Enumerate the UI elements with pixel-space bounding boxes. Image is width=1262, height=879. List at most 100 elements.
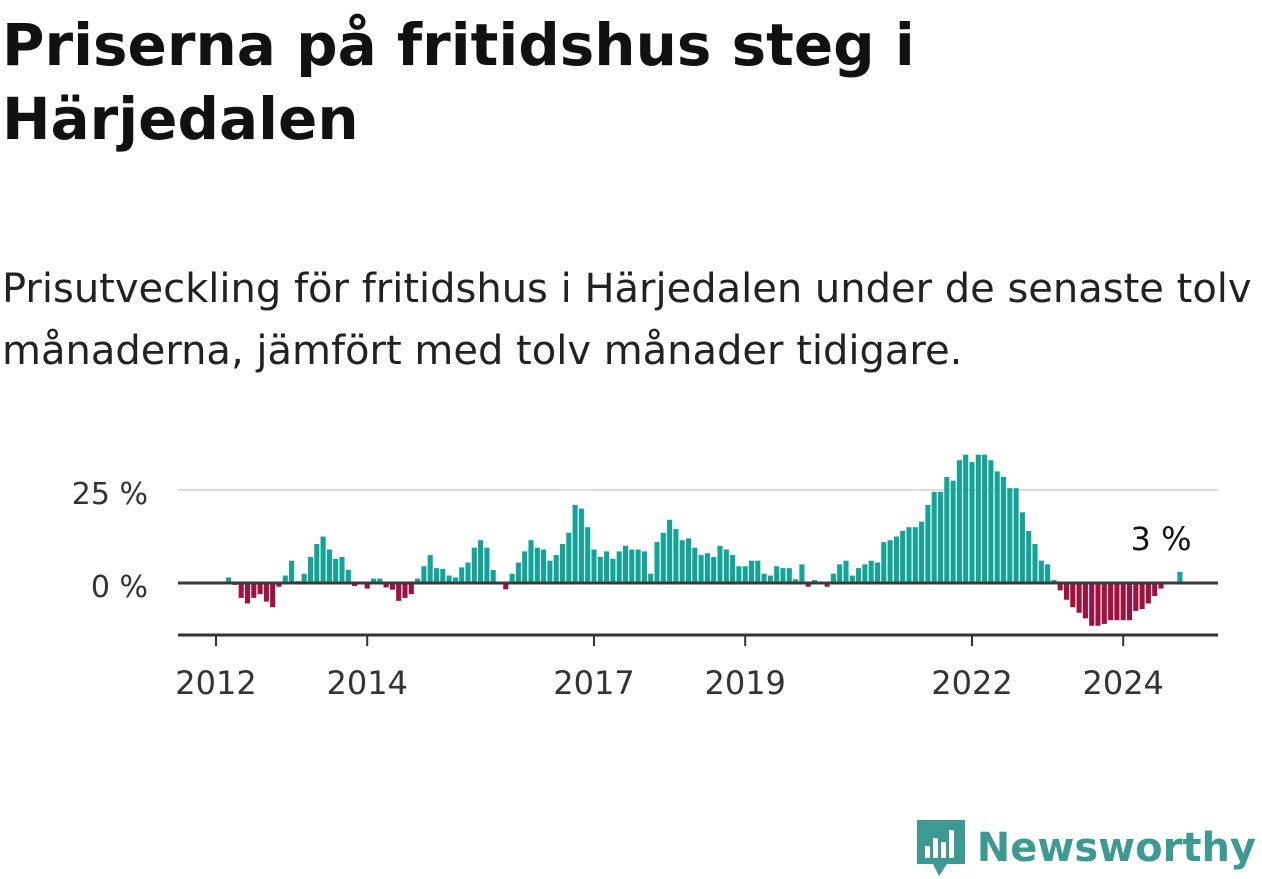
bar (515, 562, 521, 583)
bar (673, 529, 679, 583)
bar (270, 583, 276, 608)
bar (578, 508, 584, 583)
x-tick-label-2017: 2017 (553, 664, 634, 702)
bar (742, 566, 748, 583)
bar (660, 532, 666, 583)
bar (610, 558, 616, 583)
bar (490, 569, 496, 583)
bar (389, 583, 395, 590)
chart-subtitle: Prisutveckling för fritidshus i Härjedal… (2, 266, 1252, 374)
bar (396, 583, 402, 601)
bar (522, 551, 528, 583)
x-tick-label-2012: 2012 (175, 664, 256, 702)
bar (1177, 571, 1183, 583)
bar (333, 558, 339, 583)
bar (1026, 530, 1032, 583)
bar (440, 568, 446, 583)
bar (698, 555, 704, 583)
bar (685, 538, 692, 583)
bar (780, 568, 786, 583)
bar (597, 556, 603, 583)
bar (1057, 583, 1063, 591)
bar (774, 566, 780, 583)
bar (767, 575, 773, 583)
bar (478, 540, 484, 583)
bar (364, 583, 370, 589)
bar (717, 545, 723, 583)
y-tick-label-25: 25 % (72, 477, 148, 512)
bar (509, 573, 515, 583)
bar (994, 471, 1000, 583)
brand-name: Newsworthy (976, 825, 1256, 871)
bar (755, 560, 761, 583)
bar (339, 556, 345, 583)
bar (950, 480, 956, 583)
bar (648, 573, 654, 583)
bar (956, 460, 962, 583)
bar (503, 583, 509, 590)
bar (553, 555, 559, 583)
bar (226, 577, 232, 583)
bar (1126, 583, 1133, 621)
bar (1063, 583, 1070, 600)
bar (534, 547, 540, 583)
bar (1108, 583, 1114, 621)
bar (969, 462, 975, 583)
bar (1076, 583, 1082, 613)
bar (849, 575, 855, 583)
bar (616, 551, 622, 583)
bar (723, 549, 729, 583)
bar (887, 540, 893, 583)
bar (1045, 564, 1051, 583)
bar (547, 560, 553, 583)
bar (1007, 488, 1013, 583)
bar (263, 583, 269, 602)
bar (622, 545, 629, 583)
bar (1139, 583, 1145, 610)
bar (824, 583, 830, 587)
bar (320, 536, 326, 583)
bar (1158, 583, 1164, 589)
bar (1082, 583, 1088, 619)
bar (856, 568, 862, 583)
bar (837, 564, 843, 583)
bar (452, 577, 458, 583)
bar (591, 549, 597, 583)
bar (289, 560, 295, 583)
bars-group (226, 454, 1183, 626)
bar (748, 560, 755, 583)
bar (667, 519, 673, 583)
bar (307, 556, 314, 583)
bar (982, 454, 988, 583)
bar (383, 583, 389, 588)
x-tick-label-2024: 2024 (1082, 664, 1163, 702)
last-value-annotation: 3 % (1131, 520, 1192, 558)
bar (433, 568, 440, 583)
bar (704, 553, 710, 583)
bar (484, 547, 490, 583)
bar (906, 527, 912, 583)
bar (1101, 583, 1107, 624)
bar (326, 549, 332, 583)
y-tick-label-0: 0 % (91, 570, 148, 605)
bar (276, 583, 282, 587)
price-change-chart: 25 % 0 % 2012 2014 2017 2019 2022 2024 3… (72, 454, 1218, 702)
bar (421, 566, 427, 583)
bar (963, 454, 969, 583)
bar (629, 549, 635, 583)
bar (559, 543, 566, 583)
x-tick-label-2019: 2019 (704, 664, 785, 702)
bar (893, 536, 899, 583)
chart-title: Priserna på fritidshus steg i Härjedalen (2, 11, 915, 153)
bar (944, 476, 950, 583)
bar (761, 573, 767, 583)
bar (1145, 583, 1151, 604)
bar (1000, 476, 1007, 583)
bar (314, 543, 320, 583)
bar (635, 549, 641, 583)
bar (931, 491, 937, 583)
bar (465, 562, 471, 583)
bar (868, 560, 874, 583)
bar (427, 555, 433, 583)
bar (679, 540, 685, 583)
